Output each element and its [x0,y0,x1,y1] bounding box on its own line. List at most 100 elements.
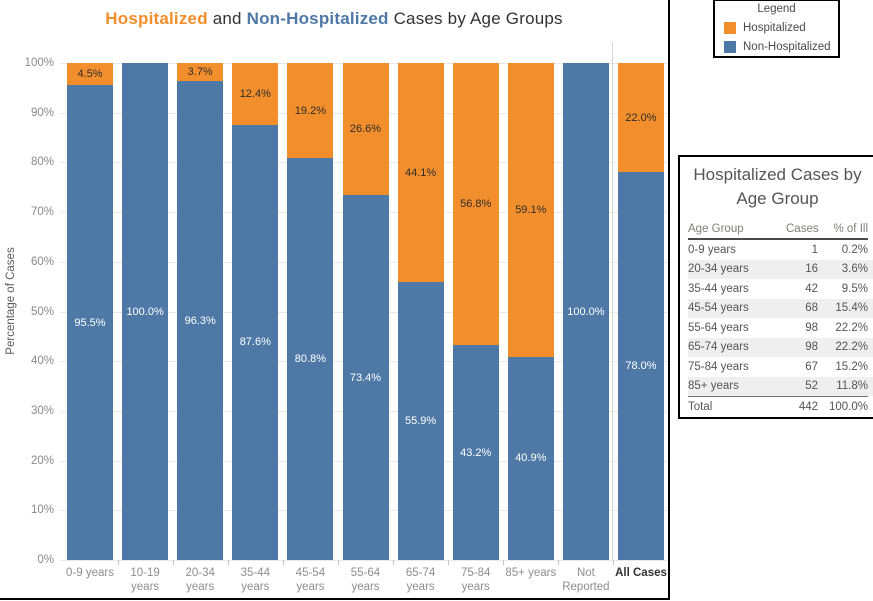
bar-75-84-years: 56.8% 43.2% [452,63,499,560]
bar-all-cases: 22.0% 78.0% [618,63,664,560]
cell-age-group: 55-64 years [688,321,749,334]
x-tick-65-74-years: 65-74 years [405,567,436,593]
bar-label-hospitalized: 12.4% [239,87,271,100]
legend-items: Hospitalized Non-Hospitalized [715,20,838,54]
cell-percent: 22.2% [835,341,868,354]
cell-age-group: Age Group [688,223,744,235]
bar-segment-non-hospitalized-35-44-years[interactable]: 87.6% [232,124,279,560]
cell-age-group: 75-84 years [688,360,749,373]
y-tick-10%: 10% [30,504,54,517]
cell-age-group: 20-34 years [688,263,749,276]
x-tick-55-64-years: 55-64 years [350,567,381,593]
plot-area: 4.5% 95.5% 100.0% 3.7% 96.3% 12.4% 87.6% 19.2% 8… [60,42,668,565]
cell-cases: 42 [805,282,818,295]
x-tick-10-19-years: 10-19 years [130,567,160,593]
cell-percent: % of Ill [833,223,868,235]
bar-segment-hospitalized-35-44-years[interactable]: 12.4% [232,63,279,125]
bar-label-non-hospitalized: 100.0% [126,305,164,318]
table-row-75-84-years: 75-84 years 67 15.2% [688,357,873,377]
cell-percent: 100.0% [828,401,868,413]
x-tick-not-reported: Not Reported [562,567,610,593]
legend-title: Legend [757,3,796,15]
bar-segment-non-hospitalized-all-cases[interactable]: 78.0% [618,172,664,560]
bar-label-hospitalized: 59.1% [515,203,547,216]
bar-not-reported: 100.0% [562,63,609,560]
bar-label-non-hospitalized: 78.0% [625,360,657,373]
y-tick-60%: 60% [30,255,54,268]
bar-85-years: 59.1% 40.9% [507,63,554,560]
x-axis-tick [172,560,174,565]
bar-segment-hospitalized-75-84-years[interactable]: 56.8% [452,63,499,346]
legend: Legend Hospitalized Non-Hospitalized [713,0,840,58]
bar-segment-hospitalized-20-34-years[interactable]: 3.7% [177,63,224,82]
title-hospitalized: Hospitalized [105,9,208,28]
bar-segment-non-hospitalized-20-34-years[interactable]: 96.3% [177,81,224,560]
table-row-20-34-years: 20-34 years 16 3.6% [688,259,873,279]
legend-item-non-hospitalized[interactable]: Non-Hospitalized [715,39,838,54]
table-row-0-9-years: 0-9 years 1 0.2% [688,240,873,260]
x-tick-0-9-years: 0-9 years [66,567,114,579]
bar-segment-non-hospitalized-not-reported[interactable]: 100.0% [562,63,609,560]
bar-segment-non-hospitalized-75-84-years[interactable]: 43.2% [452,345,499,560]
legend-item-label: Hospitalized [743,21,806,34]
x-axis-tick [558,560,560,565]
legend-item-hospitalized[interactable]: Hospitalized [715,20,838,35]
bar-segment-hospitalized-85-years[interactable]: 59.1% [507,63,554,357]
bar-label-non-hospitalized: 40.9% [515,452,547,465]
bar-segment-non-hospitalized-10-19-years[interactable]: 100.0% [122,63,169,560]
x-axis-tick [117,560,119,565]
bar-segment-hospitalized-65-74-years[interactable]: 44.1% [397,63,444,283]
x-axis-tick [448,560,450,565]
bar-label-hospitalized: 3.7% [187,66,213,79]
bar-label-non-hospitalized: 96.3% [184,314,216,327]
y-tick-50%: 50% [30,305,54,318]
non-hospitalized-swatch-icon [724,40,736,53]
cell-cases: 67 [805,360,818,373]
cell-percent: 15.2% [835,360,868,373]
bar-label-hospitalized: 22.0% [625,111,657,124]
bar-segment-non-hospitalized-45-54-years[interactable]: 80.8% [287,158,334,560]
bar-10-19-years: 100.0% [122,63,169,560]
bar-label-hospitalized: 44.1% [404,166,437,179]
bar-label-non-hospitalized: 43.2% [460,446,492,459]
x-axis-tick [393,560,395,565]
cell-age-group: Total [688,401,713,413]
cell-age-group: 35-44 years [688,282,749,295]
bar-segment-hospitalized-all-cases[interactable]: 22.0% [618,63,664,173]
bar-segment-hospitalized-0-9-years[interactable]: 4.5% [67,63,113,86]
table-total-row: Total 442 100.0% [688,396,868,417]
x-axis-tick [227,560,229,565]
bar-label-non-hospitalized: 87.6% [239,336,271,349]
bar-20-34-years: 3.7% 96.3% [177,63,224,560]
bar-label-non-hospitalized: 80.8% [294,353,326,366]
bar-segment-non-hospitalized-65-74-years[interactable]: 55.9% [397,282,444,560]
cell-percent: 9.5% [841,282,868,295]
gridline-0% [60,560,668,561]
x-axis-tick [613,560,615,565]
chart-title: Hospitalized and Non-Hospitalized Cases … [0,9,668,29]
bar-segment-non-hospitalized-0-9-years[interactable]: 95.5% [67,85,113,560]
cell-cases: 98 [805,341,818,354]
bar-segment-hospitalized-55-64-years[interactable]: 26.6% [342,63,389,196]
bar-0-9-years: 4.5% 95.5% [67,63,113,560]
bar-55-64-years: 26.6% 73.4% [342,63,389,560]
cell-percent: 0.2% [841,243,868,256]
cell-cases: 98 [805,321,818,334]
bar-label-non-hospitalized: 55.9% [404,415,437,428]
chart-panel: Hospitalized and Non-Hospitalized Cases … [0,0,670,600]
x-tick-85-years: 85+ years [505,567,557,579]
y-tick-90%: 90% [30,106,54,119]
x-tick-45-54-years: 45-54 years [295,567,326,593]
x-tick-75-84-years: 75-84 years [460,567,491,593]
table-title: Hospitalized Cases by Age Group [680,157,873,211]
bar-segment-non-hospitalized-85-years[interactable]: 40.9% [507,356,554,560]
bar-segment-hospitalized-45-54-years[interactable]: 19.2% [287,63,334,159]
y-tick-70%: 70% [30,206,54,219]
bar-label-hospitalized: 26.6% [349,123,382,136]
bar-label-hospitalized: 4.5% [77,68,103,81]
bar-segment-non-hospitalized-55-64-years[interactable]: 73.4% [342,195,389,560]
y-tick-30%: 30% [30,404,54,417]
bar-label-hospitalized: 19.2% [294,104,326,117]
summary-table-panel: Hospitalized Cases by Age Group Age Group… [678,155,873,419]
